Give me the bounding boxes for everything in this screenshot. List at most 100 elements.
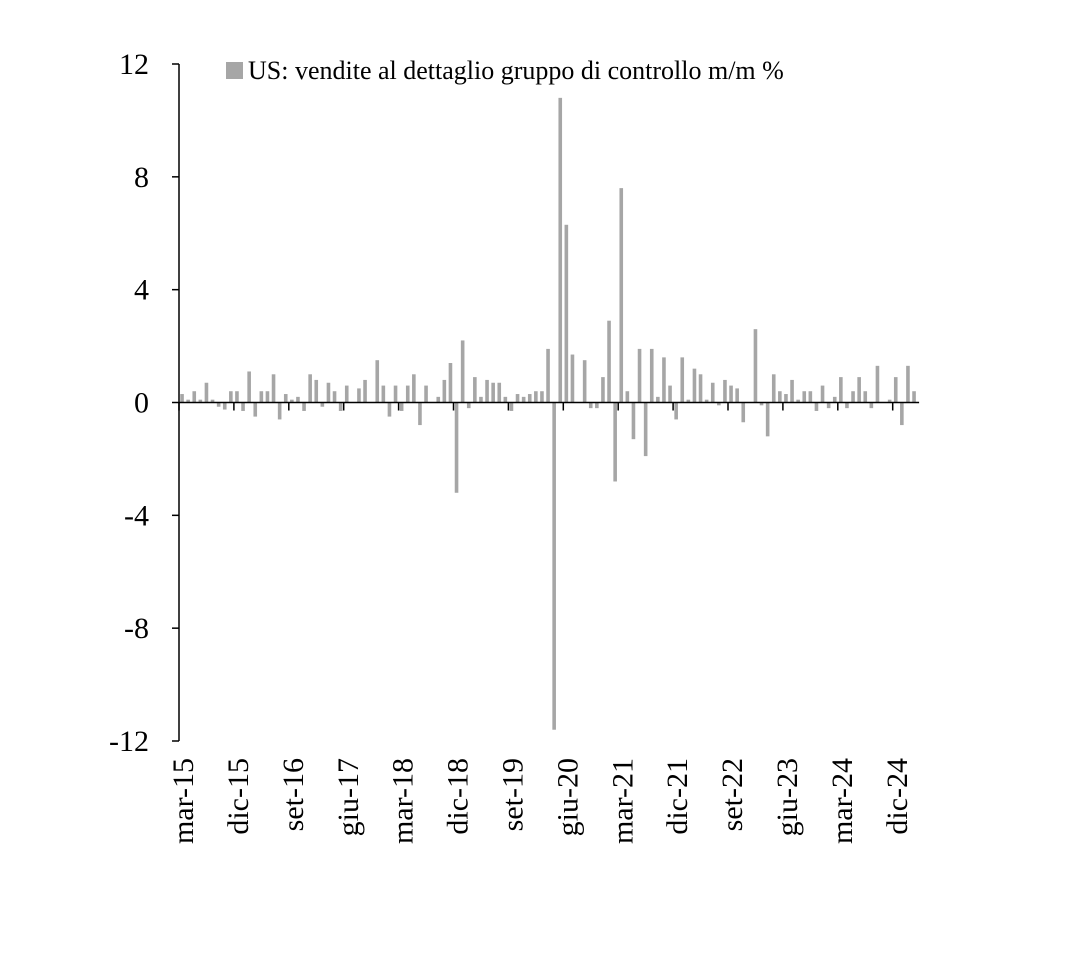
bar [241,402,245,411]
bar [283,394,288,403]
x-axis-ticks: mar-15 dic-15 set-16 giu-17 mar-18 dic-18 set-… [167,402,914,844]
legend-label: US: vendite al dettaglio gruppo di contr… [248,56,784,85]
bar [656,396,660,403]
bar [485,379,489,403]
bar [454,402,459,493]
bar [424,385,428,403]
bar [290,399,294,403]
bar [814,402,819,411]
y-tick-label: 12 [119,48,149,81]
bar [296,396,300,403]
bar [875,365,880,403]
bar [546,348,550,403]
bar [387,402,392,417]
bar [771,374,776,403]
bar [729,385,733,403]
bar [662,357,666,403]
bar [826,402,831,409]
bar [271,374,276,403]
bar [521,396,526,403]
bar [534,391,538,403]
bar [552,402,556,730]
bar [405,385,410,403]
bar [259,391,264,403]
bar [692,368,697,403]
bar [851,391,855,403]
bar [668,385,672,403]
bar [564,224,569,403]
bar [381,385,386,403]
bar [796,399,800,403]
bar [912,391,916,403]
bar [363,379,367,403]
bar [588,402,593,409]
x-tick-label: set-22 [716,758,749,831]
bar [735,388,739,403]
bar [466,402,471,409]
bar [839,377,843,403]
bars-group [180,97,916,730]
bar [192,391,197,403]
bar [491,382,495,403]
bar [863,391,868,403]
bar [710,382,715,403]
bar [643,402,648,457]
x-tick-label: dic-15 [222,758,255,835]
bar [393,385,398,403]
bar [893,377,898,403]
bar [613,402,617,482]
bar [820,385,825,403]
x-tick-label: set-16 [277,758,310,831]
bar [265,391,270,403]
bar [570,354,575,403]
bar [637,348,642,403]
bar [497,382,502,403]
bar [357,388,361,403]
y-axis-ticks: 12 8 4 0 -4 -8 -12 [109,48,179,758]
bar [723,379,727,403]
bar [448,363,453,403]
bar [595,402,599,409]
bar [473,377,477,403]
bar [680,357,685,403]
bar [845,402,849,409]
bar [759,402,764,406]
bar [704,399,709,403]
bar [832,396,837,403]
bar [857,377,861,403]
bar [399,402,404,411]
bar [247,371,251,403]
y-tick-label: -8 [124,612,149,645]
bar [509,402,514,411]
bar [442,379,447,403]
bar [649,348,654,403]
bar [186,399,190,403]
y-tick-label: 8 [134,161,149,194]
bar [900,402,904,426]
bar [778,391,782,403]
bar [344,385,349,403]
bar [741,402,746,423]
x-tick-label: dic-21 [661,758,694,835]
bar [631,402,636,440]
x-tick-label: mar-24 [826,758,859,844]
bar [326,382,331,403]
bar [515,394,520,403]
bar [887,399,892,403]
bar [753,329,758,403]
bar [412,374,416,403]
bar [625,391,630,403]
bar [790,379,794,403]
bar [540,391,544,403]
x-tick-label: set-19 [496,758,529,831]
x-tick-label: dic-18 [442,758,475,835]
x-tick-label: giu-17 [332,758,365,836]
bar [332,391,337,403]
bar [717,402,721,406]
bar [338,402,343,411]
y-tick-label: 0 [134,387,149,420]
bar [906,365,910,403]
bar [674,402,678,420]
bar [229,391,233,403]
